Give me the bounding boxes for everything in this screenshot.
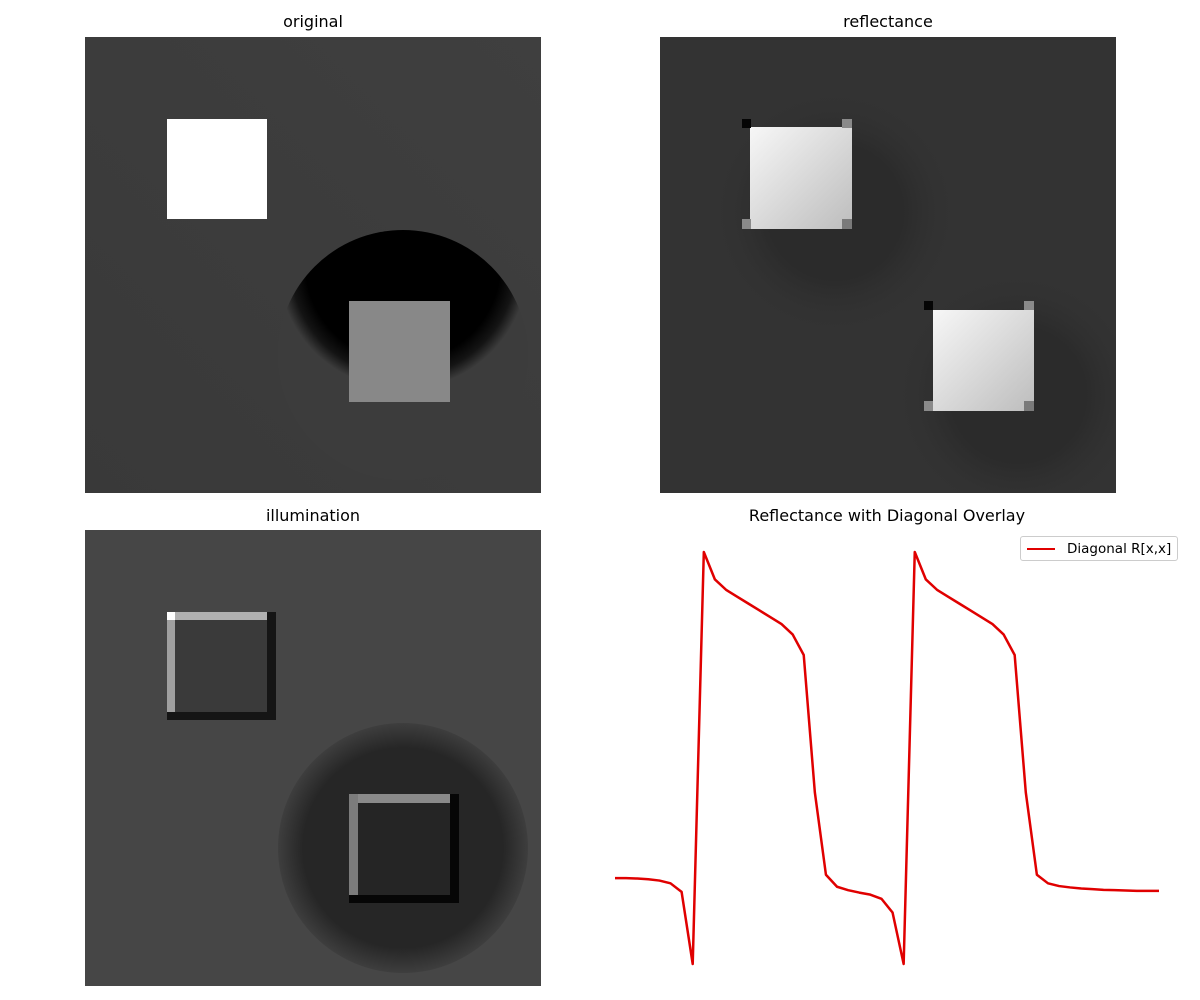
reflectance-corner-2b [1024,301,1034,310]
reflectance-corner-1a [742,119,751,128]
illumination-frame-2-right [450,794,459,903]
legend: Diagonal R[x,x] [1020,536,1178,561]
reflectance-square-1 [750,127,852,229]
reflectance-image [660,37,1116,493]
reflectance-corner-2d [1024,401,1034,411]
illumination-frame-1-bottom [167,712,276,720]
illumination-frame-2-left [349,794,358,895]
illumination-frame-2-bottom [349,895,459,903]
legend-swatch [1027,547,1055,550]
illumination-frame-2-inner [358,803,450,895]
series-line-0 [615,550,1159,966]
reflectance-corner-1c [742,219,751,229]
illumination-frame-1-inner [175,620,267,712]
original-image [85,37,541,493]
illumination-image [85,530,541,986]
overlay-title: Reflectance with Diagonal Overlay [748,506,1026,525]
illumination-frame-2-top [349,794,450,803]
illumination-frame-1-right [267,612,276,720]
reflectance-corner-1d [842,219,852,229]
overlay-plot [615,530,1159,986]
original-white-square [167,119,267,219]
illumination-title: illumination [265,506,361,525]
legend-label: Diagonal R[x,x] [1067,540,1172,557]
reflectance-corner-1b [842,119,852,128]
reflectance-corner-2a [924,301,933,310]
original-gray-square [349,301,450,402]
reflectance-title: reflectance [843,12,933,31]
illumination-frame-1-corner [167,612,175,620]
original-title: original [283,12,343,31]
reflectance-square-2 [933,310,1034,411]
illumination-frame-1-left [167,612,175,712]
illumination-frame-1-top [167,612,267,620]
reflectance-corner-2c [924,401,933,411]
